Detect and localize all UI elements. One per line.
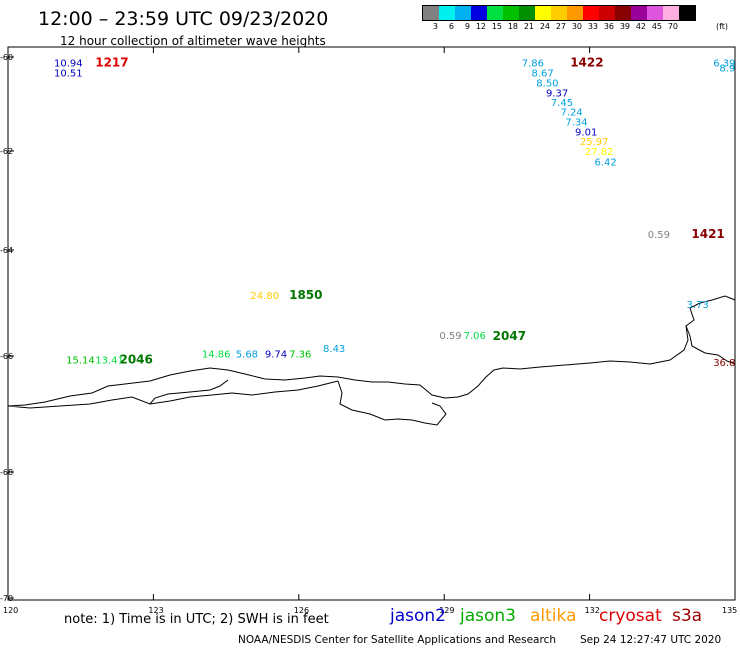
pass-time-label: 1850: [289, 288, 322, 302]
lat-tick-label: -62: [0, 147, 13, 156]
color-scale-cell: [615, 6, 631, 20]
wave-height-value: 7.45: [551, 98, 573, 109]
wave-height-value: 7.86: [522, 59, 544, 70]
pass-time-label: 2047: [493, 329, 526, 343]
legend-altika: altika: [530, 606, 577, 626]
wave-height-value: 8.50: [536, 78, 558, 89]
color-scale-label: 6: [448, 22, 454, 31]
wave-height-value: 9.37: [546, 88, 568, 99]
legend-jason3: jason3: [460, 606, 516, 626]
lon-tick-label: 123: [148, 606, 163, 615]
wave-height-value: 36.8: [713, 358, 735, 369]
wave-height-value: 9.01: [575, 127, 597, 138]
color-scale-label: 45: [651, 22, 662, 31]
lat-tick-label: -70: [0, 594, 13, 603]
wave-height-value: 9.74: [265, 349, 287, 360]
color-scale-labels: 3 6 9 12 15 18 21 24 27 30 33 36 39 42 45 70: [422, 22, 678, 31]
footer-timestamp: Sep 24 12:27:47 UTC 2020: [580, 634, 722, 646]
lon-tick-label: 126: [294, 606, 309, 615]
antarctic-coastline: [7, 295, 736, 426]
legend-s3a: s3a: [672, 606, 703, 626]
wave-height-value: 7.36: [289, 349, 311, 360]
footer-note: note: 1) Time is in UTC; 2) SWH is in fe…: [64, 612, 329, 627]
color-scale-cell: [487, 6, 503, 20]
color-scale-cell: [567, 6, 583, 20]
coastline-bay: [149, 379, 229, 405]
color-scale-label: 27: [555, 22, 566, 31]
map-frame: [7, 46, 736, 601]
color-scale-label: 21: [523, 22, 534, 31]
wave-height-value: 5.68: [236, 349, 258, 360]
wave-height-value: 0.59: [648, 230, 670, 241]
lat-tick-label: -64: [0, 246, 13, 255]
wave-height-value: 7.24: [561, 108, 583, 119]
lon-tick-label: 135: [722, 606, 737, 615]
color-scale-label: 18: [507, 22, 518, 31]
wave-height-value: 10.94: [54, 59, 83, 70]
wave-height-value: 8.67: [531, 69, 553, 80]
color-scale-cell: [455, 6, 471, 20]
lon-tick-label: 120: [3, 606, 18, 615]
color-scale-cell: [423, 6, 439, 20]
pass-time-label: 1421: [691, 227, 724, 241]
map-subtitle: 12 hour collection of altimeter wave hei…: [60, 34, 326, 48]
color-scale-label: 39: [619, 22, 630, 31]
color-scale-cell: [599, 6, 615, 20]
color-scale-cell: [631, 6, 647, 20]
wave-height-value: 8.9: [719, 63, 735, 74]
color-scale-cell: [471, 6, 487, 20]
pass-time-label: 1422: [570, 56, 603, 70]
color-scale-cell: [503, 6, 519, 20]
pass-time-label: 2046: [119, 352, 152, 366]
color-scale-label: 33: [587, 22, 598, 31]
wave-height-value: 15.14: [66, 355, 95, 366]
wave-height-value: 7.34: [565, 117, 587, 128]
lon-tick-label: 129: [439, 606, 454, 615]
color-scale-cell: [439, 6, 455, 20]
color-scale-label: 3: [432, 22, 438, 31]
color-scale-cell: [647, 6, 663, 20]
wave-height-value: 3.73: [687, 300, 709, 311]
lat-tick-label: -60: [0, 53, 13, 62]
legend-jason2: jason2: [390, 606, 446, 626]
wave-height-value: 27.82: [585, 147, 614, 158]
color-scale-unit: (ft): [716, 22, 729, 31]
legend-cryosat: cryosat: [599, 606, 662, 626]
wave-height-value: 6.42: [594, 157, 616, 168]
color-scale-label: 15: [491, 22, 502, 31]
color-scale-label: 42: [635, 22, 646, 31]
wave-height-value: 10.51: [54, 69, 83, 80]
lat-tick-label: -66: [0, 352, 13, 361]
color-scale-cell: [535, 6, 551, 20]
color-scale-cell: [551, 6, 567, 20]
wave-height-value: 14.86: [202, 349, 231, 360]
color-scale-label: 24: [539, 22, 550, 31]
color-scale-label: 9: [464, 22, 470, 31]
wave-height-value: 7.06: [464, 331, 486, 342]
color-scale-cell: [583, 6, 599, 20]
wave-height-value: 13.41: [95, 355, 124, 366]
wave-height-value: 0.59: [439, 331, 461, 342]
coastline-east: [685, 325, 736, 365]
pass-time-label: 1217: [95, 56, 128, 70]
color-scale-label: 70: [667, 22, 678, 31]
color-scale-cell: [663, 6, 679, 20]
color-scale-cell: [679, 6, 695, 20]
lon-tick-label: 132: [585, 606, 600, 615]
wave-height-value: 24.80: [250, 291, 279, 302]
wave-height-value: 25.97: [580, 137, 609, 148]
lat-tick-label: -68: [0, 468, 13, 477]
color-scale-bar: [422, 5, 696, 21]
map-title: 12:00 – 23:59 UTC 09/23/2020: [38, 8, 329, 30]
color-scale-label: 30: [571, 22, 582, 31]
footer-credit: NOAA/NESDIS Center for Satellite Applica…: [238, 634, 556, 646]
wave-height-value: 6.39: [713, 59, 735, 70]
axis-ticks: 120 123 126 129 132 135 -60 -62 -64 -66 -68 -70: [0, 47, 737, 615]
color-scale-label: 12: [475, 22, 486, 31]
wave-height-value: 8.43: [323, 344, 345, 355]
color-scale-label: 36: [603, 22, 614, 31]
color-scale-cell: [519, 6, 535, 20]
